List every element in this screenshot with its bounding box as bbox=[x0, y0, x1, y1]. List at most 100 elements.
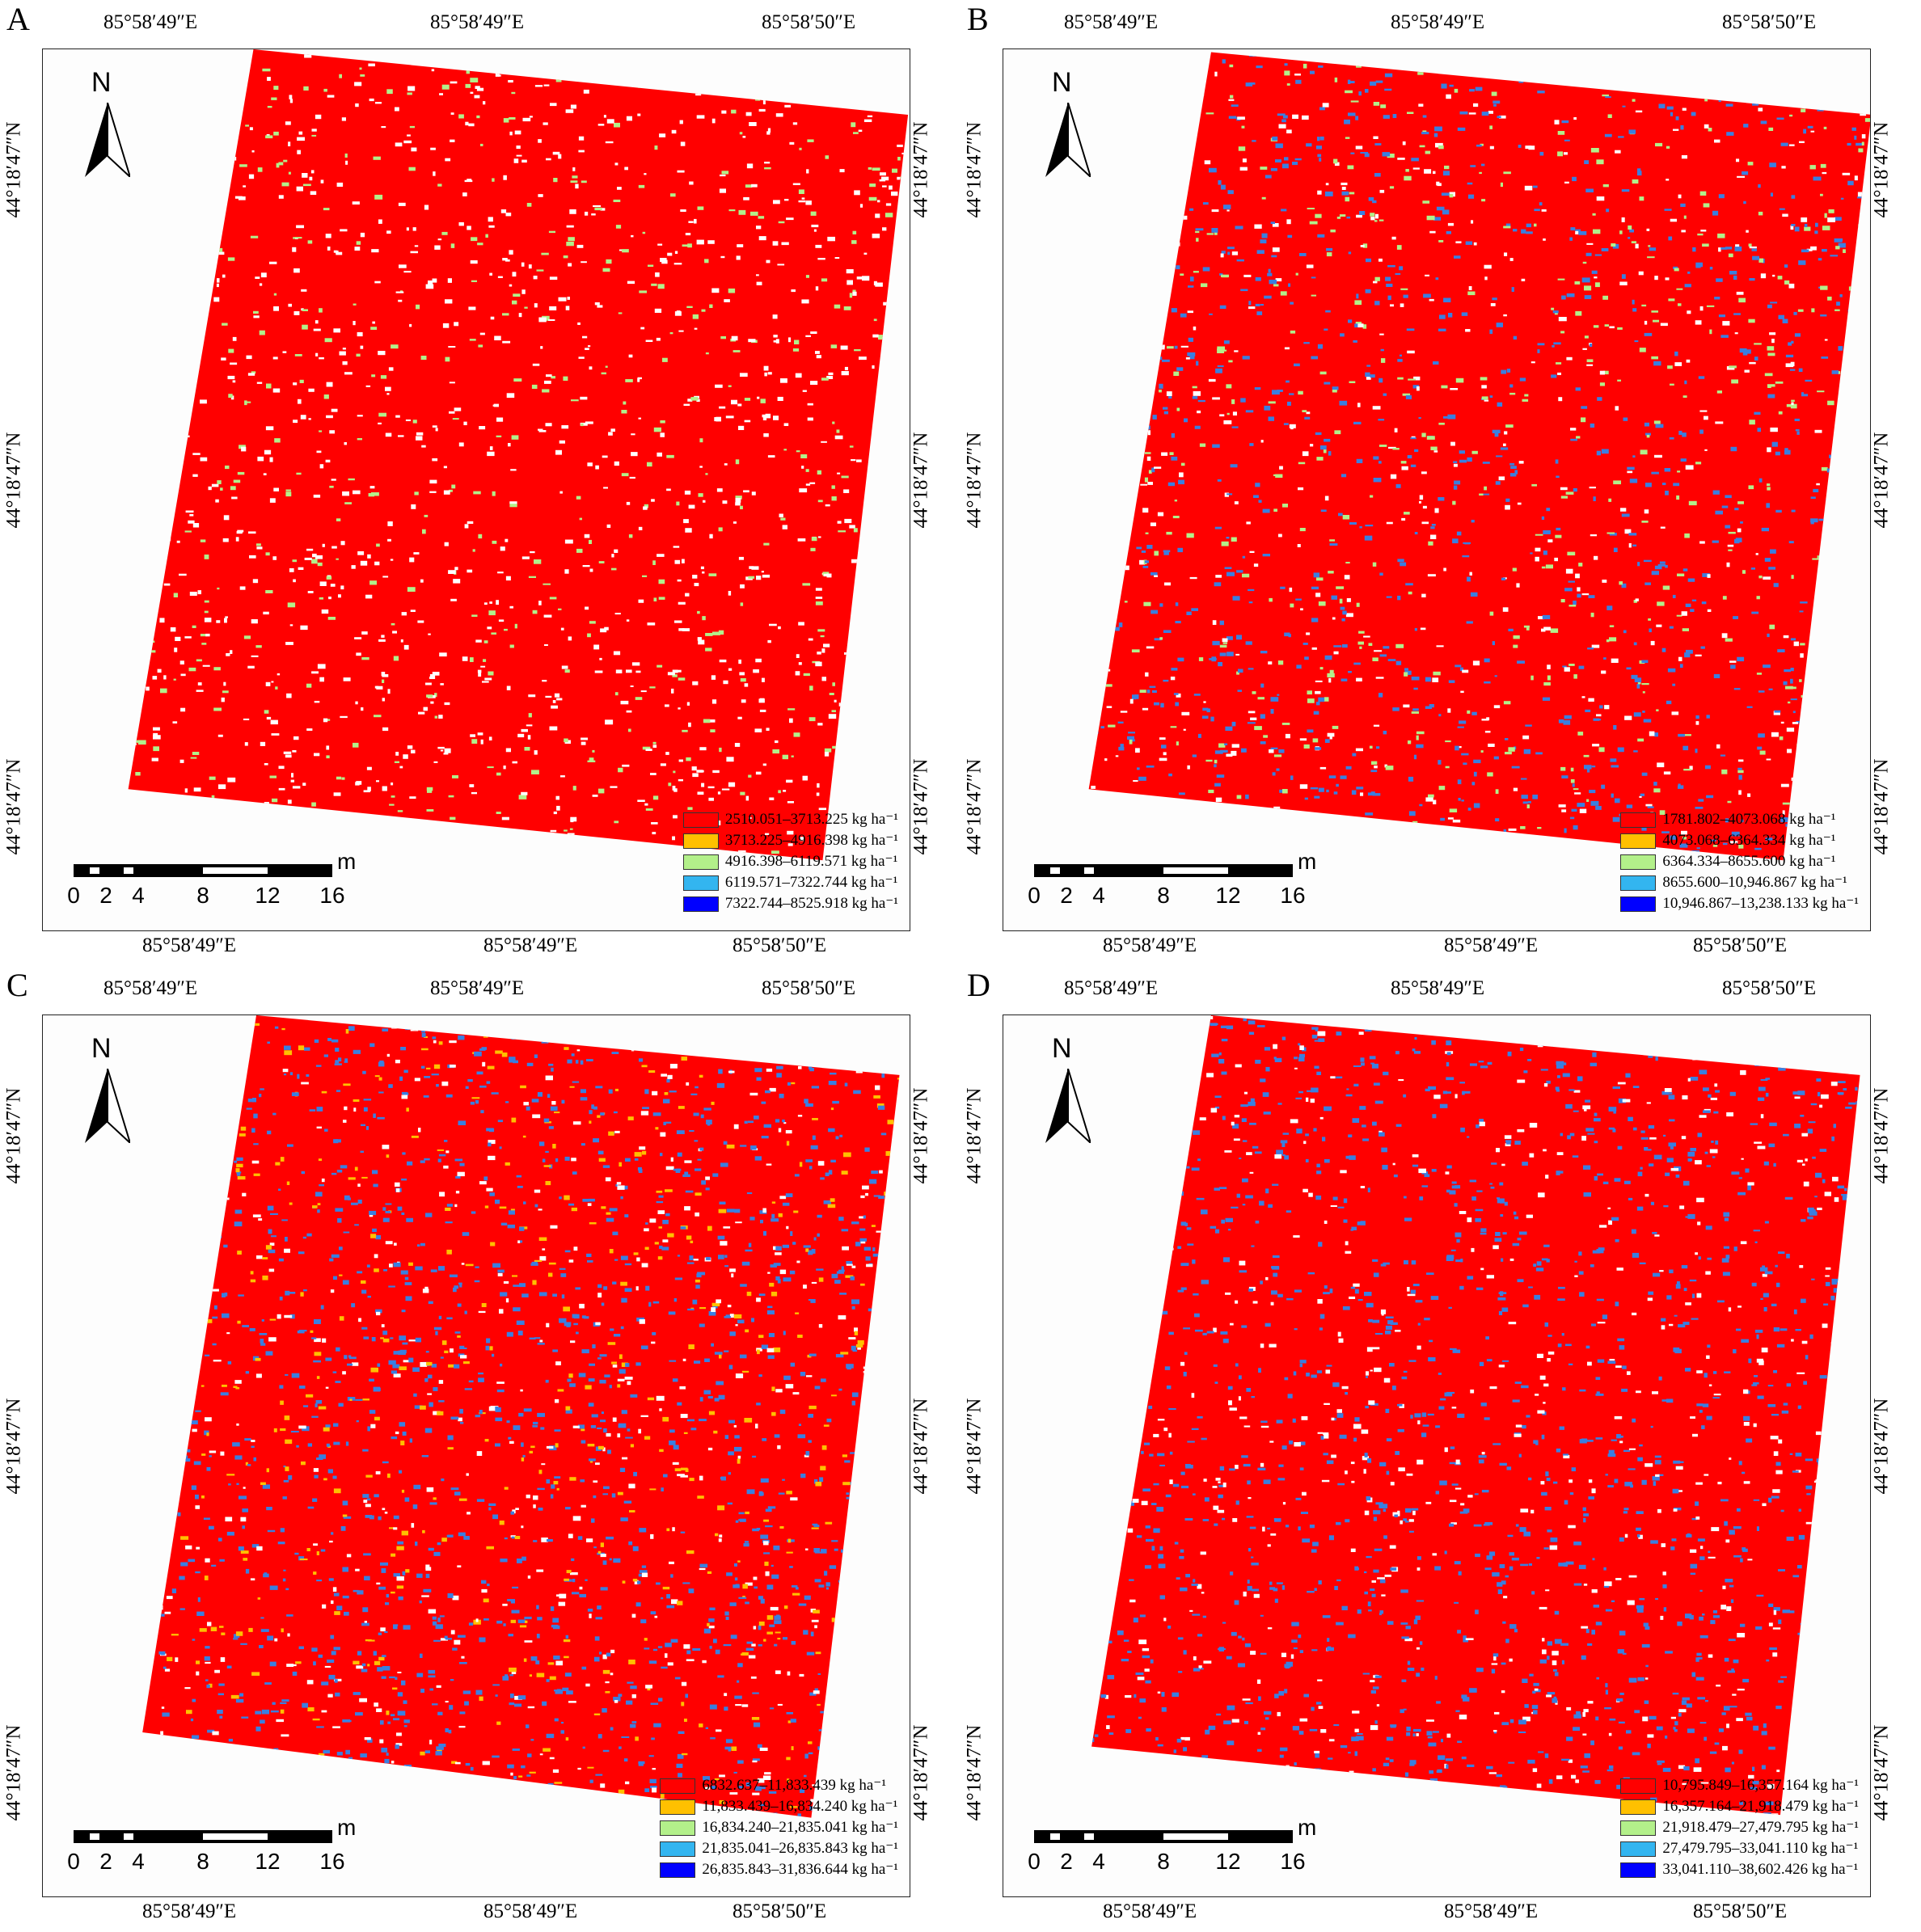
legend-swatch bbox=[1620, 1778, 1657, 1794]
scale-bar: m 0 2 4 8 12 16 bbox=[67, 1815, 356, 1888]
panel-label: A bbox=[6, 1, 30, 37]
legend-item: 10,795.849–16,357.164 kg ha⁻¹ bbox=[1620, 1775, 1859, 1796]
scale-tick-label: 4 bbox=[132, 1849, 145, 1874]
scale-tick-label: 8 bbox=[1157, 883, 1170, 908]
legend-item: 26,835.843–31,836.644 kg ha⁻¹ bbox=[660, 1859, 898, 1880]
left-latitude-label: 44°18′47″N bbox=[2, 1398, 25, 1495]
legend: 6832.637–11,833.439 kg ha⁻¹ 11,833.439–1… bbox=[660, 1775, 898, 1880]
map-frame: N m 0 2 4 8 12 16 10,795.849–16,357.164 kg ha⁻… bbox=[1003, 1015, 1871, 1897]
left-latitude-label: 44°18′47″N bbox=[963, 758, 986, 855]
scale-tick-label: 16 bbox=[319, 883, 344, 908]
left-latitude-label: 44°18′47″N bbox=[2, 121, 25, 218]
legend-swatch bbox=[1620, 833, 1657, 849]
legend-label: 4916.398–6119.571 kg ha⁻¹ bbox=[724, 853, 898, 870]
legend-label: 10,946.867–13,238.133 kg ha⁻¹ bbox=[1662, 895, 1859, 912]
legend-swatch bbox=[682, 875, 719, 891]
bottom-longitude-label: 85°58′49″E bbox=[1103, 1900, 1197, 1922]
right-latitude-label: 44°18′47″N bbox=[1870, 1724, 1893, 1821]
top-longitude-label: 85°58′50″E bbox=[1722, 977, 1817, 999]
legend: 1781.802–4073.068 kg ha⁻¹ 4073.068–6364.… bbox=[1620, 809, 1859, 914]
right-latitude-label: 44°18′47″N bbox=[910, 1087, 932, 1184]
legend-swatch bbox=[1620, 812, 1657, 828]
left-latitude-label: 44°18′47″N bbox=[963, 432, 986, 529]
legend-item: 3713.225–4916.398 kg ha⁻¹ bbox=[682, 830, 898, 851]
bottom-longitude-label: 85°58′49″E bbox=[1103, 934, 1197, 956]
scale-unit: m bbox=[337, 849, 356, 874]
north-label: N bbox=[91, 1033, 112, 1064]
scale-tick-label: 16 bbox=[1280, 1849, 1305, 1874]
legend-label: 6832.637–11,833.439 kg ha⁻¹ bbox=[702, 1777, 887, 1794]
field-extent bbox=[1091, 1015, 1860, 1816]
left-latitude-label: 44°18′47″N bbox=[963, 121, 986, 218]
scale-tick-label: 8 bbox=[196, 883, 209, 908]
right-latitude-label: 44°18′47″N bbox=[1870, 432, 1893, 529]
legend-label: 8655.600–10,946.867 kg ha⁻¹ bbox=[1662, 874, 1847, 891]
legend-swatch bbox=[682, 833, 719, 849]
legend-label: 16,834.240–21,835.041 kg ha⁻¹ bbox=[702, 1819, 898, 1836]
legend-label: 1781.802–4073.068 kg ha⁻¹ bbox=[1662, 811, 1836, 828]
legend-item: 10,946.867–13,238.133 kg ha⁻¹ bbox=[1620, 893, 1859, 914]
bottom-longitude-label: 85°58′49″E bbox=[142, 934, 237, 956]
legend-swatch bbox=[1620, 896, 1657, 912]
yield-raster-map bbox=[142, 1015, 900, 1818]
legend-swatch bbox=[1620, 1841, 1657, 1857]
right-latitude-label: 44°18′47″N bbox=[910, 1398, 932, 1495]
panel-label: C bbox=[6, 967, 28, 1003]
legend-item: 4916.398–6119.571 kg ha⁻¹ bbox=[682, 851, 898, 872]
scale-tick-label: 12 bbox=[255, 1849, 280, 1874]
top-longitude-label: 85°58′50″E bbox=[1722, 11, 1817, 33]
scale-tick-label: 0 bbox=[1028, 1849, 1041, 1874]
legend-swatch bbox=[1620, 1862, 1657, 1878]
scale-tick-label: 16 bbox=[1280, 883, 1305, 908]
top-longitude-label: 85°58′49″E bbox=[1064, 977, 1159, 999]
left-latitude-label: 44°18′47″N bbox=[2, 758, 25, 855]
legend-label: 3713.225–4916.398 kg ha⁻¹ bbox=[724, 832, 898, 849]
map-panel-a: A 85°58′49″E 85°58′49″E 85°58′50″E 85°58… bbox=[0, 0, 960, 966]
right-latitude-label: 44°18′47″N bbox=[910, 121, 932, 218]
right-latitude-label: 44°18′47″N bbox=[1870, 1398, 1893, 1495]
top-longitude-label: 85°58′49″E bbox=[430, 977, 525, 999]
legend-swatch bbox=[682, 854, 719, 870]
scale-bar: m 0 2 4 8 12 16 bbox=[1028, 1815, 1316, 1888]
top-longitude-label: 85°58′49″E bbox=[103, 11, 198, 33]
bottom-longitude-label: 85°58′50″E bbox=[1693, 1900, 1788, 1922]
scale-tick-label: 4 bbox=[1092, 1849, 1105, 1874]
legend-label: 6119.571–7322.744 kg ha⁻¹ bbox=[724, 874, 898, 891]
north-arrow-icon bbox=[1045, 1069, 1091, 1143]
panel-label: B bbox=[967, 1, 989, 37]
scale-tick-label: 2 bbox=[99, 883, 112, 908]
right-latitude-label: 44°18′47″N bbox=[1870, 758, 1893, 855]
legend-label: 11,833.439–16,834.240 kg ha⁻¹ bbox=[702, 1798, 898, 1815]
top-longitude-label: 85°58′49″E bbox=[1391, 977, 1485, 999]
legend-item: 27,479.795–33,041.110 kg ha⁻¹ bbox=[1620, 1838, 1859, 1859]
map-frame: N m 0 2 4 8 12 16 1781.802–4073.068 kg ha⁻¹ 40… bbox=[1003, 49, 1871, 931]
legend-item: 6119.571–7322.744 kg ha⁻¹ bbox=[682, 872, 898, 893]
legend-swatch bbox=[682, 896, 719, 912]
legend-label: 16,357.164–21,918.479 kg ha⁻¹ bbox=[1662, 1798, 1859, 1815]
scale-tick-label: 16 bbox=[319, 1849, 344, 1874]
legend-swatch bbox=[660, 1799, 696, 1815]
right-latitude-label: 44°18′47″N bbox=[910, 432, 932, 529]
scale-tick-label: 0 bbox=[67, 1849, 80, 1874]
legend-swatch bbox=[660, 1862, 696, 1878]
left-latitude-label: 44°18′47″N bbox=[963, 1724, 986, 1821]
bottom-longitude-label: 85°58′49″E bbox=[1444, 1900, 1539, 1922]
legend: 2510.051–3713.225 kg ha⁻¹ 3713.225–4916.… bbox=[682, 809, 898, 914]
legend-item: 11,833.439–16,834.240 kg ha⁻¹ bbox=[660, 1796, 898, 1817]
scale-unit: m bbox=[1298, 849, 1316, 874]
legend-label: 21,918.479–27,479.795 kg ha⁻¹ bbox=[1662, 1819, 1859, 1836]
top-longitude-label: 85°58′49″E bbox=[103, 977, 198, 999]
legend-item: 16,834.240–21,835.041 kg ha⁻¹ bbox=[660, 1817, 898, 1838]
legend-item: 8655.600–10,946.867 kg ha⁻¹ bbox=[1620, 872, 1859, 893]
legend-item: 6832.637–11,833.439 kg ha⁻¹ bbox=[660, 1775, 898, 1796]
right-latitude-label: 44°18′47″N bbox=[910, 758, 932, 855]
legend-swatch bbox=[1620, 875, 1657, 891]
legend-label: 7322.744–8525.918 kg ha⁻¹ bbox=[724, 895, 898, 912]
legend-item: 2510.051–3713.225 kg ha⁻¹ bbox=[682, 809, 898, 830]
scale-tick-label: 8 bbox=[196, 1849, 209, 1874]
left-latitude-label: 44°18′47″N bbox=[2, 432, 25, 529]
field-extent bbox=[1088, 52, 1870, 861]
legend-item: 33,041.110–38,602.426 kg ha⁻¹ bbox=[1620, 1859, 1859, 1880]
scale-bar: m 0 2 4 8 12 16 bbox=[1028, 849, 1316, 922]
scale-tick-label: 12 bbox=[1215, 1849, 1240, 1874]
